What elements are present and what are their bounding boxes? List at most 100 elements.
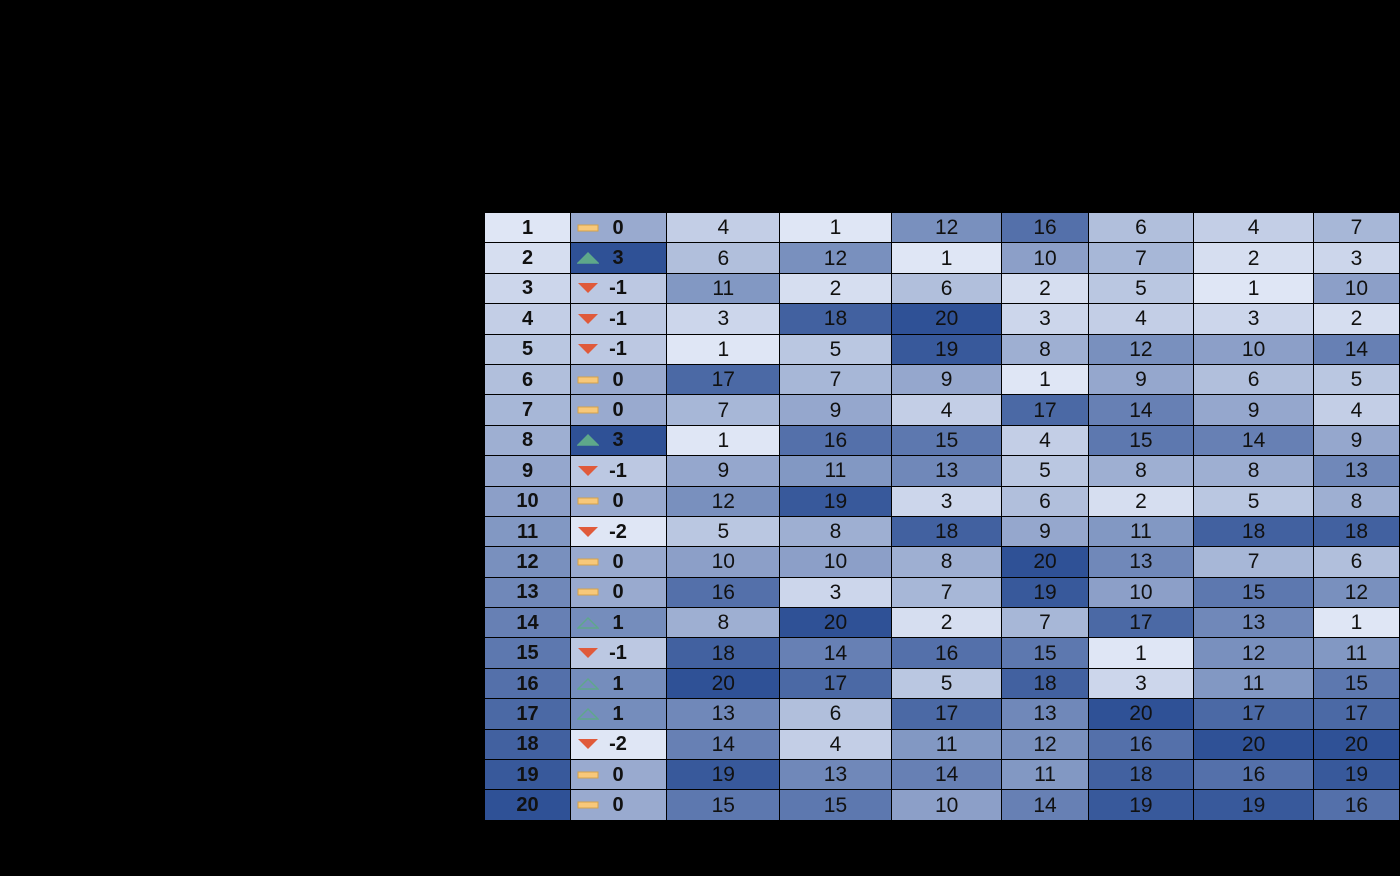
heat-cell: 16 — [1001, 211, 1089, 244]
heat-cell: 12 — [779, 242, 892, 274]
heat-cell: 11 — [779, 455, 892, 487]
heat-cell: 1 — [1087, 637, 1195, 669]
heat-cell: 14 — [1087, 394, 1195, 426]
heat-cell: 8 — [1087, 455, 1195, 487]
down-triangle-icon — [578, 344, 599, 355]
heat-cell: 16 — [1087, 728, 1195, 761]
heat-cell: 16 — [1193, 759, 1314, 791]
change-cell: -1 — [570, 303, 668, 335]
heat-cell: 5 — [666, 515, 781, 548]
heat-cell: 14 — [666, 728, 781, 761]
heat-cell: 18 — [1193, 515, 1314, 548]
heat-cell: 16 — [1312, 789, 1400, 821]
down-triangle-icon — [578, 465, 599, 476]
heat-cell: 15 — [890, 424, 1003, 457]
heatmap-body: 1 0 4 1 12 16 6 4 7 2 3 6 12 1 10 7 2 3 3 -1 11 2 6 2 5 1 10 4 -1 3 18… — [483, 211, 1400, 821]
heat-cell: 11 — [1312, 637, 1400, 669]
change-value: -1 — [609, 338, 627, 361]
heat-cell: 1 — [1312, 607, 1400, 639]
rank-cell: 10 — [483, 485, 572, 517]
heat-cell: 9 — [1312, 424, 1400, 457]
heat-cell: 20 — [1087, 698, 1195, 730]
heat-cell: 4 — [779, 728, 892, 761]
rank-cell: 11 — [483, 515, 572, 548]
rank-cell: 4 — [483, 303, 572, 335]
table-row: 2 3 6 12 1 10 7 2 3 — [483, 242, 1400, 274]
heat-cell: 16 — [890, 637, 1003, 669]
heat-cell: 18 — [1087, 759, 1195, 791]
heat-cell: 17 — [666, 363, 781, 396]
change-value: -1 — [609, 307, 627, 330]
heat-cell: 17 — [1001, 394, 1089, 426]
heat-cell: 7 — [1087, 242, 1195, 274]
up-triangle-icon — [577, 616, 600, 629]
heat-cell: 6 — [1193, 363, 1314, 396]
table-row: 8 3 1 16 15 4 15 14 9 — [483, 424, 1400, 457]
heat-cell: 8 — [1001, 333, 1089, 365]
change-cell: 0 — [570, 759, 668, 791]
heat-cell: 12 — [1193, 637, 1314, 669]
change-cell: -2 — [570, 515, 668, 548]
change-cell: -2 — [570, 728, 668, 761]
heat-cell: 5 — [890, 667, 1003, 700]
heat-cell: 9 — [890, 363, 1003, 396]
heat-cell: 7 — [779, 363, 892, 396]
table-row: 6 0 17 7 9 1 9 6 5 — [483, 363, 1400, 396]
change-value: 0 — [612, 581, 624, 604]
change-value: 1 — [612, 672, 624, 695]
heat-cell: 12 — [890, 211, 1003, 244]
heat-cell: 19 — [1087, 789, 1195, 821]
heat-cell: 15 — [1087, 424, 1195, 457]
heat-cell: 14 — [1312, 333, 1400, 365]
table-row: 19 0 19 13 14 11 18 16 19 — [483, 759, 1400, 791]
change-value: 0 — [612, 763, 624, 786]
heat-cell: 1 — [666, 424, 781, 457]
rank-cell: 6 — [483, 363, 572, 396]
rank-cell: 1 — [483, 211, 572, 244]
table-row: 3 -1 11 2 6 2 5 1 10 — [483, 272, 1400, 305]
change-value: 1 — [612, 702, 624, 725]
heat-cell: 19 — [1193, 789, 1314, 821]
neutral-dash-icon — [577, 771, 599, 779]
heat-cell: 18 — [779, 303, 892, 335]
heat-cell: 12 — [1001, 728, 1089, 761]
heat-cell: 5 — [1001, 455, 1089, 487]
rank-cell: 7 — [483, 394, 572, 426]
heat-cell: 1 — [779, 211, 892, 244]
heat-cell: 17 — [890, 698, 1003, 730]
down-triangle-icon — [578, 283, 599, 294]
table-row: 20 0 15 15 10 14 19 19 16 — [483, 789, 1400, 821]
heat-cell: 3 — [1001, 303, 1089, 335]
change-cell: -1 — [570, 455, 668, 487]
heat-cell: 14 — [1001, 789, 1089, 821]
heat-cell: 4 — [1087, 303, 1195, 335]
table-row: 13 0 16 3 7 19 10 15 12 — [483, 576, 1400, 609]
neutral-dash-icon — [577, 406, 599, 414]
down-triangle-icon — [578, 313, 599, 324]
heat-cell: 10 — [1001, 242, 1089, 274]
heat-cell: 3 — [666, 303, 781, 335]
change-value: -2 — [609, 733, 627, 756]
change-cell: 0 — [570, 546, 668, 578]
rank-cell: 9 — [483, 455, 572, 487]
heat-cell: 14 — [1193, 424, 1314, 457]
change-value: 3 — [612, 247, 624, 270]
heat-cell: 5 — [1312, 363, 1400, 396]
neutral-dash-icon — [577, 497, 599, 505]
heat-cell: 17 — [1087, 607, 1195, 639]
heat-cell: 12 — [1312, 576, 1400, 609]
rank-cell: 2 — [483, 242, 572, 274]
change-value: -1 — [609, 642, 627, 665]
heat-cell: 17 — [779, 667, 892, 700]
heat-cell: 19 — [666, 759, 781, 791]
change-value: 0 — [612, 399, 624, 422]
heat-cell: 3 — [1087, 667, 1195, 700]
rank-cell: 5 — [483, 333, 572, 365]
change-value: 1 — [612, 611, 624, 634]
heat-cell: 13 — [890, 455, 1003, 487]
heat-cell: 1 — [890, 242, 1003, 274]
heat-cell: 10 — [1193, 333, 1314, 365]
down-triangle-icon — [578, 648, 599, 659]
ranking-heatmap-table: 1 0 4 1 12 16 6 4 7 2 3 6 12 1 10 7 2 3 3 -1 11 2 6 2 5 1 10 4 -1 3 18… — [483, 211, 1400, 821]
change-value: 0 — [612, 550, 624, 573]
